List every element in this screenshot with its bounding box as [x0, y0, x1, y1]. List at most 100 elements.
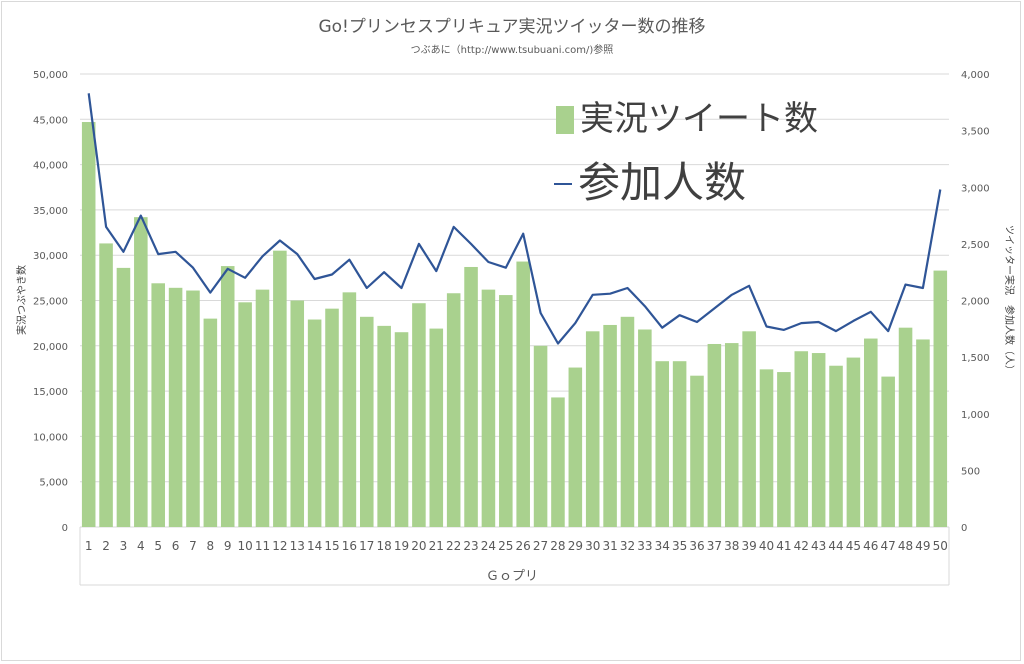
y2-tick-label: 3,000 [961, 183, 990, 194]
bar [759, 369, 774, 527]
y-tick-label: 35,000 [33, 206, 68, 217]
x-tick-label: 41 [776, 539, 791, 553]
bar [516, 261, 530, 527]
x-tick-label: 48 [898, 539, 913, 553]
bar [151, 283, 165, 527]
y-tick-label: 40,000 [33, 161, 68, 172]
x-tick-label: 37 [707, 539, 722, 553]
bar [829, 365, 843, 527]
bar [429, 328, 444, 527]
bar [603, 324, 617, 527]
x-tick-label: 29 [568, 539, 583, 553]
bar [220, 266, 235, 527]
bar [290, 300, 305, 527]
x-tick-label: 20 [411, 539, 426, 553]
x-tick-label: 45 [846, 539, 861, 553]
y-tick-label: 5,000 [39, 478, 68, 489]
bar [412, 303, 426, 527]
bar [568, 367, 583, 527]
x-tick-label: 10 [237, 539, 252, 553]
x-tick-label: 9 [224, 539, 232, 553]
line-series [87, 93, 942, 345]
x-tick-label: 46 [863, 539, 878, 553]
bar [238, 302, 252, 527]
x-tick-label: 30 [585, 539, 600, 553]
chart-title: Go!プリンセスプリキュア実況ツイッター数の推移 [318, 17, 705, 37]
y-tick-label: 20,000 [33, 342, 68, 353]
x-tick-label: 3 [120, 539, 128, 553]
bar [881, 376, 895, 527]
bar [742, 331, 756, 527]
y2-tick-label: 2,000 [961, 297, 990, 308]
x-tick-label: 35 [672, 539, 687, 553]
x-tick-label: 27 [533, 539, 548, 553]
x-tick-label: 1 [85, 539, 93, 553]
x-tick-label: 31 [602, 539, 617, 553]
y2-tick-label: 2,500 [961, 240, 990, 251]
bar [255, 289, 270, 527]
bar [342, 292, 357, 527]
y-tick-label: 30,000 [33, 251, 68, 262]
x-tick-label: 43 [811, 539, 826, 553]
x-tick-label: 7 [189, 539, 197, 553]
y2-tick-label: 500 [961, 466, 980, 477]
legend: 実況ツイート数 参加人数 [554, 99, 818, 207]
x-tick-label: 44 [828, 539, 843, 553]
x-tick-label: 6 [172, 539, 180, 553]
bar [690, 375, 704, 527]
y-tick-label: 25,000 [33, 297, 68, 308]
x-tick-label: 17 [359, 539, 374, 553]
bar [724, 343, 739, 527]
x-tick-label: 19 [394, 539, 409, 553]
x-tick-label: 8 [207, 539, 215, 553]
y2-tick-label: 1,500 [961, 353, 990, 364]
bar [446, 293, 461, 527]
bar [273, 250, 287, 528]
bar [203, 318, 218, 527]
x-tick-label: 15 [324, 539, 339, 553]
bar [916, 339, 930, 527]
bar [394, 332, 409, 527]
x-tick-label: 22 [446, 539, 461, 553]
x-tick-label: 49 [915, 539, 930, 553]
bar [481, 289, 496, 527]
y-tick-label: 10,000 [33, 432, 68, 443]
bar [777, 372, 791, 527]
x-tick-label: 47 [881, 539, 896, 553]
x-tick-label: 42 [794, 539, 809, 553]
bar [499, 295, 513, 527]
chart-subtitle: つぶあに（http://www.tsubuani.com/)参照 [411, 43, 614, 56]
bar [585, 331, 600, 527]
bar [933, 270, 948, 527]
bar [377, 325, 391, 527]
legend-swatch-bars [556, 106, 574, 134]
y-tick-label: 45,000 [33, 115, 68, 126]
x-tick-label: 18 [377, 539, 392, 553]
x-axis-title: Ｇｏプリ [486, 569, 538, 584]
bar [551, 397, 565, 527]
x-tick-label: 21 [429, 539, 444, 553]
bar [325, 308, 339, 527]
x-tick-label: 50 [933, 539, 948, 553]
x-tick-label: 16 [342, 539, 357, 553]
x-tick-label: 12 [272, 539, 287, 553]
y2-tick-label: 3,500 [961, 127, 990, 138]
x-tick-label: 38 [724, 539, 739, 553]
y2-tick-label: 1,000 [961, 410, 990, 421]
x-tick-label: 5 [154, 539, 162, 553]
bar [533, 345, 548, 527]
y2-axis-title: ツイッター実況 参加人数（人） [1003, 225, 1016, 375]
bar [359, 316, 374, 527]
legend-label-bars: 実況ツイート数 [580, 99, 818, 139]
x-tick-label: 4 [137, 539, 145, 553]
bar [898, 327, 913, 527]
y-axis-title: 実況つぶやき数 [15, 265, 28, 335]
y-tick-label: 15,000 [33, 387, 68, 398]
bar [116, 267, 131, 527]
bar [81, 122, 96, 527]
bar [99, 243, 113, 527]
bar [846, 357, 861, 527]
bar-series [81, 122, 948, 528]
